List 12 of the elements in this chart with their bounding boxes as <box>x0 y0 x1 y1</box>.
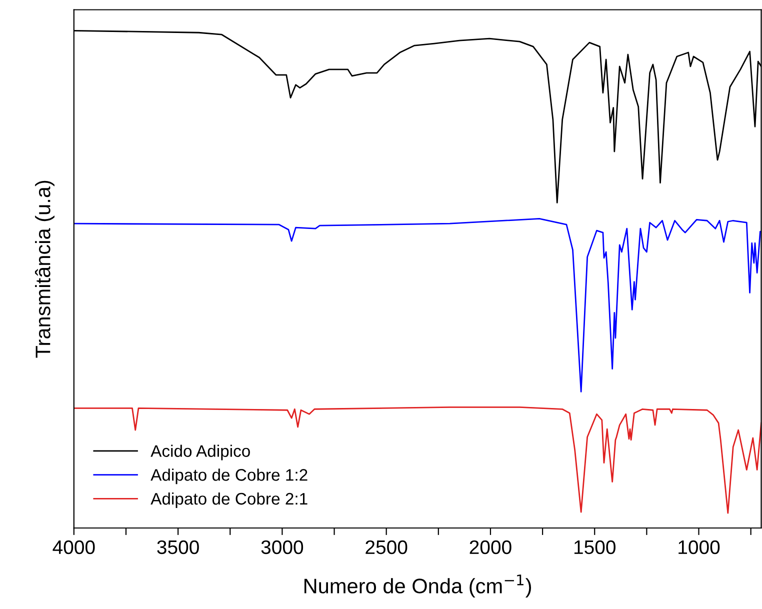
x-tick-label: 2000 <box>470 540 512 554</box>
x-axis-title: Numero de Onda (cm$^{−1}$) <box>304 574 532 598</box>
legend-label: Adipato de Cobre 2:1 <box>150 492 308 508</box>
x-tick-label: 3500 <box>157 540 199 554</box>
y-axis-title: Transmitância (u.a) <box>34 180 54 358</box>
x-tick-label: 4000 <box>52 540 95 554</box>
x-tick-label: 3000 <box>261 540 304 554</box>
x-tick-label: 1000 <box>678 540 720 554</box>
x-tick-label: 2500 <box>366 540 408 554</box>
legend-label: Acido Adipico <box>150 444 250 460</box>
x-tick-label: 1500 <box>574 540 616 554</box>
legend-label: Adipato de Cobre 1:2 <box>150 468 308 484</box>
